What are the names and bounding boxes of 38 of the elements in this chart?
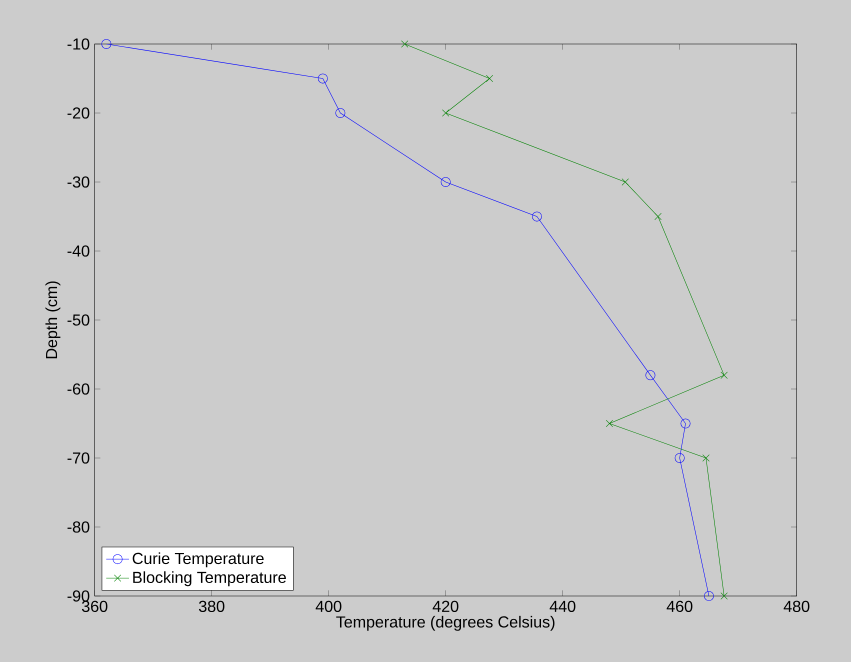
x-tick-label: 440 <box>550 600 576 612</box>
point <box>645 370 656 380</box>
point <box>654 212 662 220</box>
x-tick-label: 360 <box>82 600 108 612</box>
y-axis-title: Depth (cm) <box>45 281 60 358</box>
point <box>606 420 614 428</box>
x-tick-label: 460 <box>666 600 692 612</box>
point <box>704 591 714 601</box>
point <box>101 39 112 49</box>
y-tick-label: -60 <box>68 383 90 395</box>
point <box>335 108 346 118</box>
y-tick-label: -70 <box>68 452 90 464</box>
point <box>486 74 494 82</box>
y-tick-label: -40 <box>68 245 90 257</box>
point <box>440 177 451 187</box>
y-tick-label: -30 <box>68 176 90 188</box>
point <box>720 592 728 600</box>
point <box>401 40 408 48</box>
point <box>680 418 690 428</box>
x-tick-label: 480 <box>784 600 810 612</box>
point <box>532 212 542 222</box>
x-tick-label: 400 <box>316 600 342 612</box>
point <box>674 453 685 463</box>
point <box>318 74 328 84</box>
y-tick-label: -10 <box>68 38 90 50</box>
x-tick-label: 380 <box>198 600 224 612</box>
point <box>622 178 629 186</box>
point <box>442 109 450 117</box>
y-tick-label: -20 <box>68 107 90 119</box>
legend-label: Curie Temperature <box>132 552 264 568</box>
y-tick-label: -50 <box>68 314 90 326</box>
y-tick-label: -90 <box>68 590 90 602</box>
point <box>702 454 710 462</box>
legend-label: Blocking Temperature <box>133 571 286 586</box>
point <box>720 372 728 379</box>
y-tick-label: -80 <box>68 521 90 533</box>
x-tick-label: 420 <box>432 600 458 612</box>
x-axis-title: Temperature (degrees Celsius) <box>336 616 554 631</box>
